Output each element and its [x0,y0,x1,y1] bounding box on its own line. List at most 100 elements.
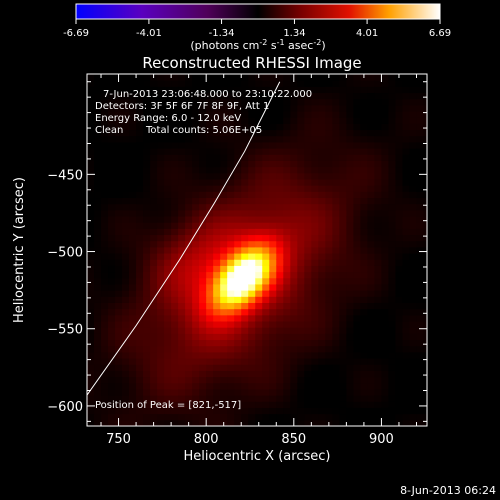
heatmap-cell [409,277,417,285]
heatmap-cell [276,314,284,322]
heatmap-cell [374,253,382,260]
heatmap-cell [220,339,228,347]
heatmap-cell [360,154,368,161]
heatmap-cell [164,259,172,266]
heatmap-cell [374,80,382,87]
heatmap-cell [213,141,221,149]
heatmap-cell [367,302,375,310]
heatmap-cell [122,80,130,87]
heatmap-cell [304,327,312,334]
heatmap-cell [234,327,242,334]
heatmap-cell [199,265,207,273]
heatmap-cell [388,141,396,149]
heatmap-cell [206,265,214,273]
heatmap-cell [213,154,221,161]
heatmap-cell [255,382,263,390]
heatmap-cell [171,185,179,192]
heatmap-cell [192,351,200,359]
heatmap-cell [178,191,186,199]
heatmap-cell [164,265,172,273]
heatmap-cell [381,135,389,143]
heatmap-cell [115,209,123,217]
heatmap-cell [311,296,319,303]
heatmap-cell [227,419,235,426]
heatmap-cell [115,308,123,316]
heatmap-cell [178,271,186,279]
heatmap-cell [129,321,137,328]
heatmap-cell [150,296,158,303]
heatmap-cell [318,222,326,229]
heatmap-cell [381,407,389,415]
heatmap-cell [269,209,277,217]
heatmap-cell [346,271,354,279]
heatmap-cell [199,166,207,174]
heatmap-cell [150,265,158,273]
heatmap-cell [192,253,200,260]
heatmap-cell [129,370,137,378]
heatmap-cell [353,413,361,421]
heatmap-cell [227,166,235,174]
heatmap-cell [199,234,207,242]
heatmap-cell [360,290,368,297]
heatmap-cell [129,271,137,279]
heatmap-cell [220,413,228,421]
heatmap-cell [360,407,368,415]
heatmap-cell [339,321,347,328]
heatmap-cell [423,277,427,285]
heatmap-cell [129,345,137,353]
heatmap-cell [353,80,361,87]
heatmap-cell [220,271,228,279]
heatmap-cell [395,228,403,236]
heatmap-cell [94,259,102,266]
heatmap-cell [171,413,179,421]
heatmap-cell [94,271,102,279]
heatmap-cell [220,92,228,100]
heatmap-cell [290,370,298,378]
heatmap-cell [115,148,123,155]
heatmap-cell [402,296,410,303]
heatmap-cell [157,265,165,273]
heatmap-cell [234,117,242,124]
heatmap-cell [297,271,305,279]
heatmap-cell [269,98,277,106]
heatmap-cell [311,419,319,426]
heatmap-cell [304,178,312,186]
heatmap-cell [304,117,312,124]
heatmap-cell [248,234,256,242]
heatmap-cell [395,358,403,365]
heatmap-cell [353,382,361,390]
heatmap-cell [311,388,319,396]
heatmap-cell [374,370,382,378]
heatmap-cell [136,117,144,124]
heatmap-cell [388,240,396,248]
heatmap-cell [290,185,298,192]
heatmap-cell [332,148,340,155]
heatmap-cell [122,141,130,149]
heatmap-cell [367,203,375,211]
heatmap-cell [87,129,95,137]
heatmap-cell [157,117,165,124]
heatmap-cell [108,209,116,217]
heatmap-cell [367,358,375,365]
heatmap-cell [353,296,361,303]
heatmap-cell [129,265,137,273]
heatmap-cell [248,117,256,124]
heatmap-cell [360,370,368,378]
heatmap-cell [241,407,249,415]
heatmap-cell [353,191,361,199]
heatmap-cell [108,104,116,112]
heatmap-cell [115,327,123,334]
heatmap-cell [199,222,207,229]
heatmap-cell [157,333,165,341]
heatmap-cell [94,148,102,155]
heatmap-cell [136,351,144,359]
heatmap-cell [248,166,256,174]
heatmap-cell [185,222,193,229]
heatmap-cell [269,74,277,81]
heatmap-cell [283,277,291,285]
heatmap-cell [115,395,123,402]
heatmap-cell [206,234,214,242]
heatmap-cell [395,283,403,291]
heatmap-cell [171,129,179,137]
heatmap-cell [346,388,354,396]
